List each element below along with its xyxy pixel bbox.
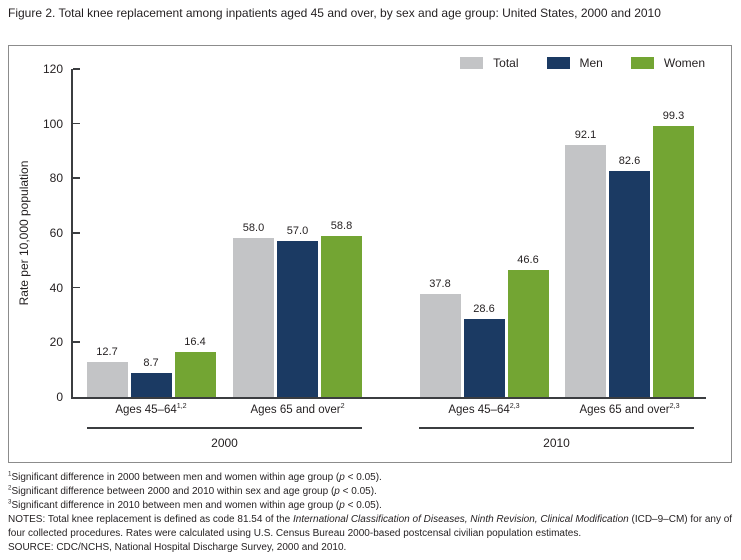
y-tick-label-80: 80 — [49, 171, 63, 186]
footnote-3-marker: 3 — [8, 498, 12, 506]
plot-area: 0 20 40 60 80 100 120 12.7 58.0 37.8 92.1 8.7 57.0 28… — [9, 46, 731, 462]
y-tick-label-20: 20 — [49, 335, 63, 350]
bar-value-men-2010-group3: 28.6 — [473, 302, 495, 315]
bar-value-men-2000-group2: 57.0 — [286, 225, 309, 238]
category-label-group4: Ages 65 and over2,3 — [579, 402, 680, 416]
y-tick-20 — [73, 341, 80, 343]
bar-men-2000-group1 — [130, 373, 172, 397]
footnote-1-pvar: p — [339, 472, 345, 483]
notes-tail: (ICD–9–CM) for any of four collected pro… — [8, 514, 733, 539]
footnote-2-text: Significant difference between 2000 and … — [11, 486, 335, 497]
footnote-3: 3Significant difference in 2010 between … — [8, 499, 736, 513]
bar-value-total-2010-group3: 37.8 — [429, 277, 451, 290]
legend-label-men: Men — [579, 56, 603, 70]
bar-total-2000-group1 — [86, 362, 128, 397]
footnote-2-pvar: p — [334, 486, 340, 497]
y-tick-label-120: 120 — [42, 62, 63, 76]
chart-legend: Total Men Women — [460, 56, 705, 70]
y-tick-80 — [73, 177, 80, 179]
legend-label-total: Total — [493, 56, 519, 70]
bar-women-2000-group1 — [174, 352, 216, 397]
bar-value-men-2000-group1: 8.7 — [143, 357, 159, 370]
y-axis-line — [71, 69, 73, 399]
bar-men-2000-group2 — [277, 241, 318, 397]
footnote-3-pvar: p — [339, 500, 345, 511]
bar-total-2010-group3 — [419, 293, 461, 397]
y-tick-label-40: 40 — [49, 280, 63, 295]
y-tick-40 — [73, 286, 80, 289]
legend-swatch-men — [546, 57, 570, 69]
category-label-group2: Ages 65 and over2 — [250, 402, 345, 416]
legend-label-women: Women — [663, 56, 705, 70]
footnote-3-text: Significant difference in 2010 between m… — [11, 500, 340, 511]
category-label-sup-group2: 2 — [340, 402, 345, 411]
footnote-1-tail: < 0.05). — [344, 472, 382, 483]
footnote-1-text: Significant difference in 2000 between m… — [11, 472, 340, 483]
year-label-2000: 2000 — [211, 436, 238, 450]
y-tick-label-60: 60 — [49, 226, 63, 240]
legend-item-women: Women — [630, 56, 705, 70]
bar-value-women-2000-group1: 16.4 — [184, 336, 206, 349]
notes-italic-title: International Classification of Diseases… — [293, 514, 629, 525]
x-axis-line — [71, 397, 706, 399]
bar-value-men-2010-group4: 82.6 — [618, 155, 641, 168]
year-line-2010 — [419, 427, 694, 429]
footnote-2-marker: 2 — [8, 484, 12, 492]
figure-title: Figure 2. Total knee replacement among i… — [8, 6, 661, 20]
bar-value-total-2000-group2: 58.0 — [242, 222, 265, 235]
year-label-2010: 2010 — [543, 436, 570, 450]
notes-text: NOTES: Total knee replacement is defined… — [8, 514, 293, 525]
bar-women-2010-group3 — [507, 269, 549, 397]
y-tick-120 — [73, 68, 80, 70]
footnote-2-tail: < 0.05). — [339, 486, 377, 497]
legend-item-men: Men — [546, 56, 603, 70]
bar-men-2010-group3 — [463, 318, 505, 397]
y-axis-title: Rate per 10,000 population — [17, 160, 31, 306]
y-tick-label-100: 100 — [42, 116, 63, 131]
chart-footer: 1Significant difference in 2000 between … — [8, 471, 736, 555]
category-label-sup-group4: 2,3 — [669, 402, 680, 411]
bar-women-2000-group2 — [321, 236, 362, 397]
bar-value-women-2000-group2: 58.8 — [330, 220, 353, 233]
notes-line: NOTES: Total knee replacement is defined… — [8, 513, 736, 541]
legend-swatch-women — [630, 57, 654, 69]
bar-value-total-2010-group4: 92.1 — [574, 129, 597, 142]
legend-swatch-total — [460, 57, 484, 69]
legend-item-total: Total — [460, 56, 519, 70]
source-line: SOURCE: CDC/NCHS, National Hospital Disc… — [8, 542, 347, 553]
bar-value-total-2000-group1: 12.7 — [96, 346, 118, 359]
chart-frame: 0 20 40 60 80 100 120 12.7 58.0 37.8 92.1 8.7 57.0 28… — [8, 45, 732, 463]
y-tick-label-0: 0 — [56, 390, 63, 404]
category-label-sup-group1: 1,2 — [176, 402, 187, 411]
bar-total-2010-group4 — [565, 145, 606, 397]
bar-total-2000-group2 — [233, 238, 274, 397]
category-label-group1: Ages 45–641,2 — [115, 402, 187, 416]
y-tick-60 — [73, 232, 80, 234]
bar-value-women-2010-group4: 99.3 — [662, 109, 685, 122]
category-label-group3: Ages 45–642,3 — [448, 402, 520, 416]
footnote-3-tail: < 0.05). — [344, 500, 382, 511]
bar-women-2010-group4 — [653, 125, 694, 397]
y-tick-100 — [73, 122, 80, 125]
category-label-sup-group3: 2,3 — [509, 402, 520, 411]
bar-value-women-2010-group3: 46.6 — [517, 253, 539, 266]
year-line-2000 — [87, 427, 362, 429]
footnote-2: 2Significant difference between 2000 and… — [8, 485, 736, 499]
bar-men-2010-group4 — [609, 171, 650, 397]
footnote-1-marker: 1 — [8, 470, 12, 478]
footnote-1: 1Significant difference in 2000 between … — [8, 471, 736, 485]
